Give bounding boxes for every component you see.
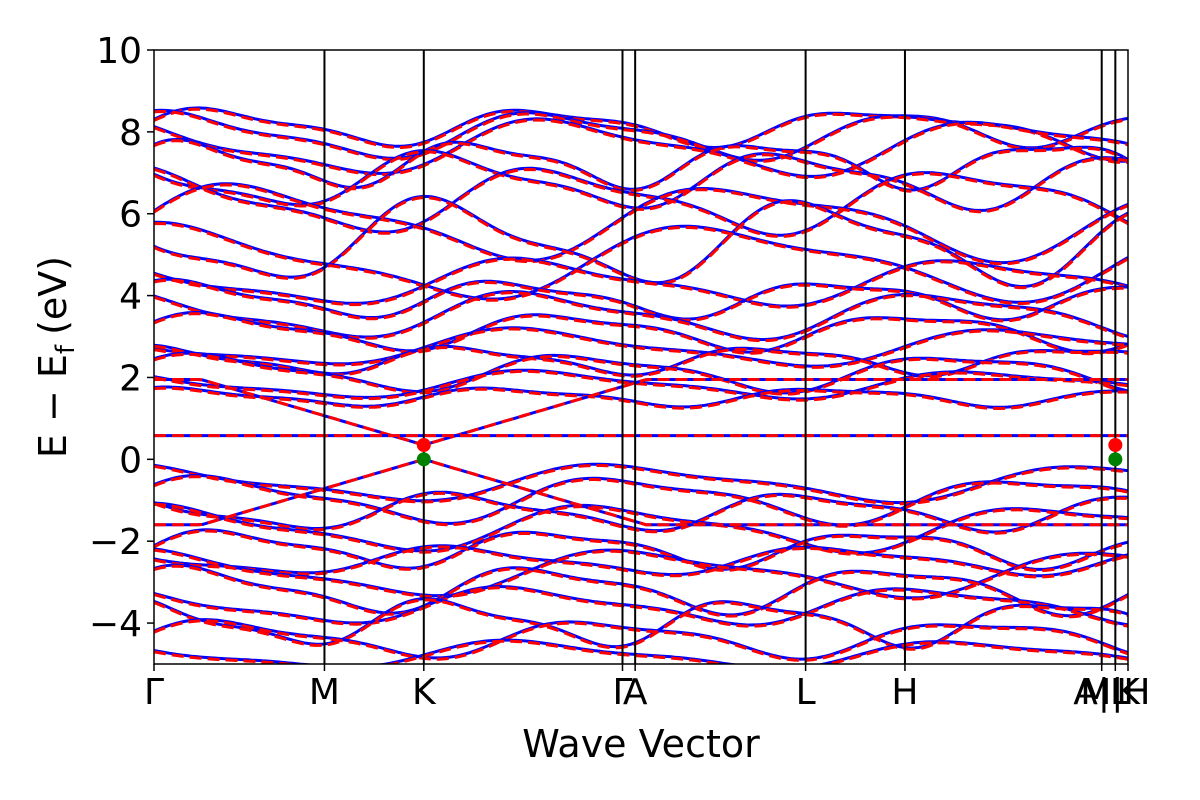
- y-tick-label-7: −4: [89, 604, 142, 645]
- band-red-3: [154, 139, 1128, 193]
- band-edge-marker-1: [416, 452, 431, 467]
- y-axis-title-main: E − E: [31, 354, 75, 458]
- x-axis-ticks: Γ M K ΓA L H A|LM|HK: [144, 664, 1150, 713]
- band-red-6: [154, 183, 1128, 266]
- band-edge-marker-0: [416, 438, 431, 453]
- band-red-24: [154, 548, 1128, 601]
- y-axis-title-subscript: f: [51, 344, 81, 354]
- x-tick-label-6: H: [891, 672, 918, 713]
- x-tick-label-3: Γ: [612, 672, 632, 713]
- band-red-22: [154, 529, 1128, 573]
- y-tick-label-2: 6: [119, 195, 142, 236]
- band-edge-marker-2: [1108, 438, 1123, 453]
- x-tick-label-7: A|L: [1073, 672, 1130, 713]
- band-red-19: [154, 475, 1128, 528]
- y-tick-label-3: 4: [119, 277, 142, 318]
- band-red-7: [154, 196, 1128, 290]
- band-red-26: [154, 586, 1128, 628]
- band-red-16: [154, 369, 1128, 402]
- conduction-edge-red: [154, 378, 1128, 446]
- y-tick-label-6: −2: [89, 522, 142, 563]
- band-red-0: [154, 107, 1128, 151]
- plot-frame: [153, 49, 1129, 665]
- plot-background: [154, 50, 1128, 664]
- band-edge-markers: [416, 438, 1123, 467]
- band-red-12: [154, 312, 1128, 356]
- band-red-25: [154, 564, 1128, 619]
- x-tick-label-8: M|H: [1080, 672, 1150, 713]
- y-tick-label-4: 2: [119, 358, 142, 399]
- band-red-5: [154, 167, 1128, 238]
- x-axis-title: Wave Vector: [522, 722, 760, 766]
- x-tick-label-4: A: [623, 672, 648, 713]
- x-tick-label-9: K: [1116, 672, 1141, 713]
- band-edge-marker-3: [1108, 452, 1123, 467]
- band-red-17: [154, 386, 1128, 410]
- band-red-10: [154, 278, 1128, 323]
- band-red-29: [154, 639, 1128, 664]
- y-tick-label-0: 10: [96, 31, 142, 72]
- band-red-28: [154, 619, 1128, 662]
- x-tick-label-2: K: [412, 672, 437, 713]
- bands-layer: [154, 106, 1128, 664]
- band-red-23: [154, 545, 1128, 579]
- valence-edge-red: [154, 458, 1128, 527]
- band-red-8: [154, 221, 1128, 305]
- band-red-2: [154, 118, 1128, 180]
- x-tick-label-1: M: [309, 672, 340, 713]
- band-red-1: [154, 109, 1128, 165]
- y-tick-label-5: 0: [119, 440, 142, 481]
- y-axis-title: E − Ef (eV): [31, 256, 81, 458]
- band-red-15: [154, 352, 1128, 396]
- high-symmetry-lines: [323, 50, 1117, 664]
- x-tick-label-0: Γ: [144, 672, 164, 713]
- y-tick-label-1: 8: [119, 113, 142, 154]
- band-red-21: [154, 502, 1128, 556]
- band-red-9: [154, 257, 1128, 309]
- y-axis-ticks: 10 8 6 4 2 0 −2 −4: [89, 31, 154, 645]
- band-red-20: [154, 491, 1128, 535]
- x-tick-label-5: L: [796, 672, 816, 713]
- y-axis-title-unit: (eV): [31, 256, 75, 335]
- band-red-27: [154, 598, 1128, 651]
- band-red-13: [154, 327, 1128, 369]
